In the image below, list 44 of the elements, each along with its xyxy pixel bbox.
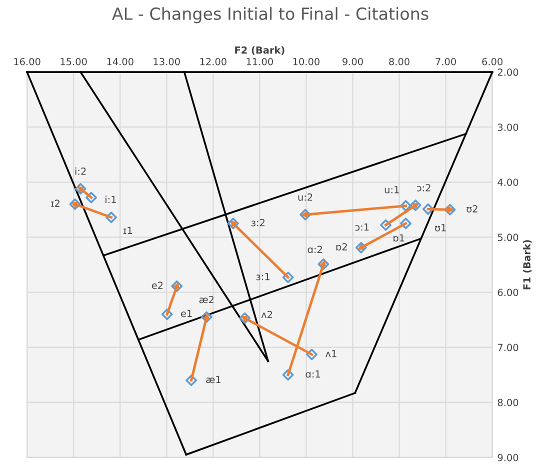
y-tick-label: 7.00 [498,344,518,352]
y-tick-label: 9.00 [498,454,518,462]
annotation: i:2 [75,167,86,175]
y-tick-label: 4.00 [498,178,518,186]
y-tick-label: 5.00 [498,234,518,242]
annotation: ʌ1 [326,350,336,358]
annotation: æ2 [199,296,214,304]
x-tick-label: 15.00 [60,58,87,66]
annotation: ɪ1 [124,226,132,234]
y-axis-title: F1 (Bark) [522,240,532,290]
x-tick-label: 11.00 [246,58,273,66]
x-tick-label: 12.00 [200,58,226,66]
annotation: ɜ:1 [256,272,270,280]
annotation: ɜ:2 [251,218,264,226]
annotation: æ1 [206,376,220,384]
x-tick-label: 16.00 [14,58,40,66]
x-tick-label: 8.00 [389,58,410,66]
x-tick-label: 14.00 [107,58,134,66]
annotation: i:1 [106,196,116,204]
annotation: ʊ1 [435,224,446,232]
annotation: u:2 [298,193,312,201]
annotation: ɔ:1 [355,223,369,231]
annotation: ɔ:2 [417,184,430,192]
x-tick-label: 9.00 [342,58,363,66]
y-tick-label: 6.00 [498,288,518,296]
x-tick-label: 10.00 [293,58,320,66]
annotation: e2 [152,282,163,290]
annotation: e1 [180,310,192,318]
annotation: ɪ2 [51,200,60,207]
x-tick-label: 7.00 [436,58,456,66]
x-tick-label: 13.00 [154,58,180,66]
chart-title: AL - Changes Initial to Final - Citations [112,7,428,24]
annotation: ʌ2 [261,310,272,318]
annotation: u:1 [384,186,399,194]
y-tick-label: 8.00 [498,398,518,406]
y-tick-label: 2.00 [498,68,518,76]
annotation: ɑ:2 [308,246,322,254]
x-axis-title: F2 (Bark) [235,46,284,55]
annotation: ɑ:1 [306,370,320,378]
annotation: ɒ2 [336,243,347,250]
y-tick-label: 3.00 [498,124,518,131]
x-tick-label: 6.00 [482,58,502,66]
annotation: ɒ1 [394,234,404,242]
annotation: ʊ2 [466,205,478,213]
